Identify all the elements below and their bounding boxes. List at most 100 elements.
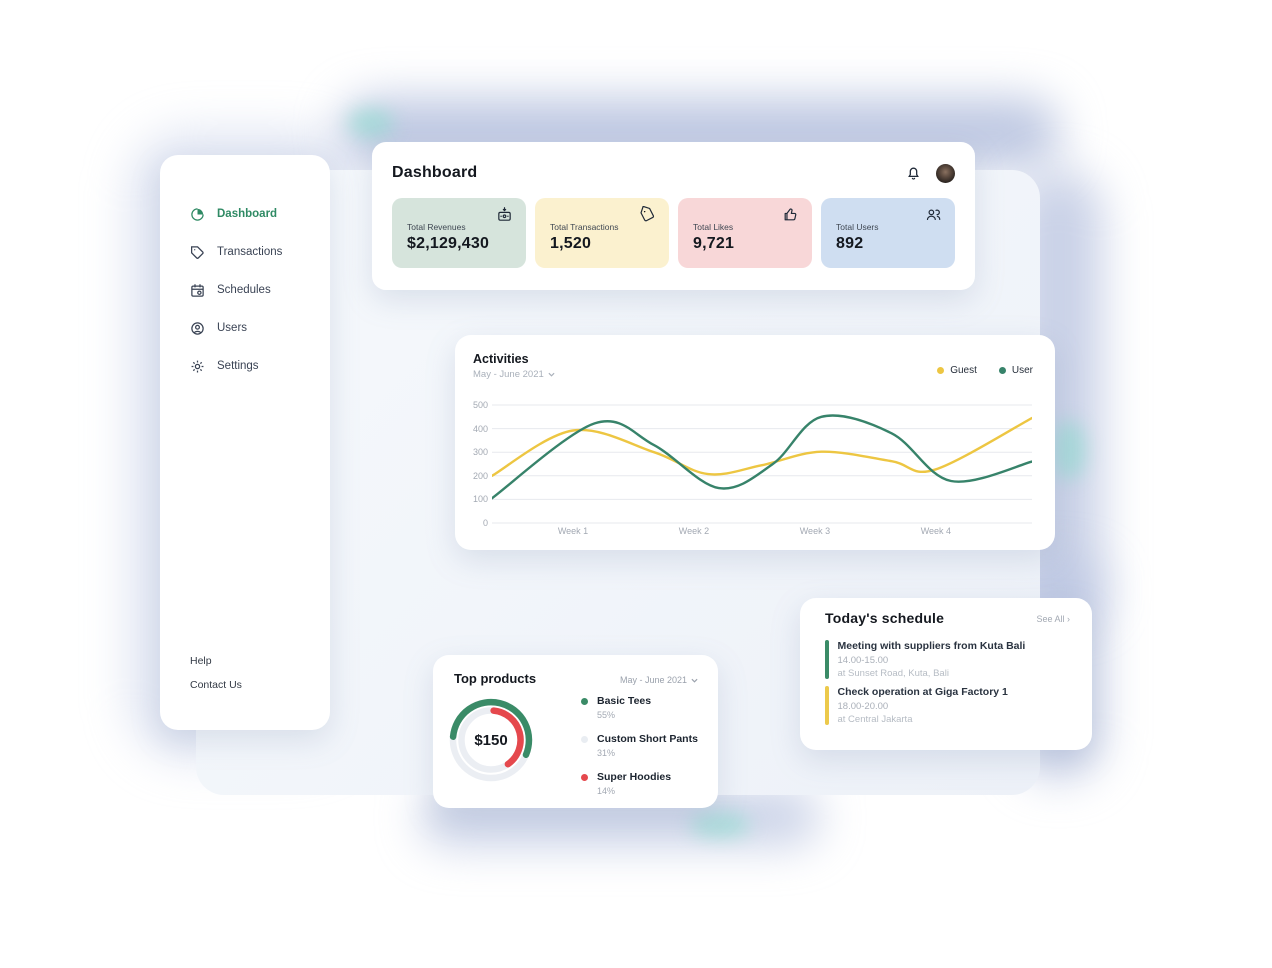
sidebar-item-transactions[interactable]: Transactions	[190, 241, 330, 263]
legend-dot	[581, 697, 588, 705]
activities-period-dropdown[interactable]: May - June 2021	[473, 369, 555, 380]
stat-value: 1,520	[550, 235, 592, 252]
product-label: Custom Short Pants	[597, 733, 698, 745]
top-products-period-label: May - June 2021	[619, 675, 687, 685]
calendar-icon	[191, 283, 204, 297]
legend-dot	[937, 367, 945, 374]
sidebar-item-users[interactable]: Users	[190, 317, 330, 339]
tag-icon	[191, 245, 204, 259]
stat-label: Total Likes	[693, 222, 734, 232]
x-tick-label: Week 3	[799, 526, 831, 536]
y-tick-label: 500	[472, 400, 488, 410]
product-label: Basic Tees	[597, 695, 652, 707]
schedule-item: Meeting with suppliers from Kuta Bali 14…	[825, 640, 1025, 679]
glow-decoration	[690, 812, 750, 838]
x-axis-labels: Week 1 Week 2 Week 3 Week 4	[492, 526, 1032, 540]
sidebar-item-label: Transactions	[217, 246, 283, 258]
donut-arc-super-hoodies	[490, 707, 524, 768]
donut-rings	[449, 698, 533, 782]
y-tick-label: 0	[482, 518, 488, 528]
todays-schedule-card: Today's schedule See All › Meeting with …	[800, 598, 1092, 750]
sidebar-link-help[interactable]: Help	[190, 655, 212, 667]
stat-label: Total Users	[836, 222, 879, 232]
schedule-item-title: Check operation at Giga Factory 1	[837, 686, 1008, 698]
legend-item-guest: Guest	[937, 365, 977, 376]
y-tick-label: 100	[472, 494, 488, 505]
pie-chart-icon	[191, 207, 204, 221]
stat-card-total-transactions: Total Transactions 1,520	[535, 198, 669, 268]
legend-dot	[581, 773, 588, 781]
sidebar-item-settings[interactable]: Settings	[190, 355, 330, 377]
chevron-down-icon	[691, 678, 698, 683]
stat-card-total-revenues: Total Revenues $2,129,430	[392, 198, 526, 268]
stat-card-total-likes: Total Likes 9,721	[678, 198, 812, 268]
glow-decoration	[1052, 420, 1086, 480]
x-tick-label: Week 4	[920, 526, 952, 536]
products-legend: Basic Tees 55% Custom Short Pants 31% Su…	[581, 695, 698, 796]
schedule-title: Today's schedule	[825, 610, 945, 626]
chevron-down-icon	[548, 372, 555, 377]
sidebar-item-dashboard[interactable]: Dashboard	[190, 203, 330, 225]
x-tick-label: Week 2	[678, 526, 710, 536]
gear-icon	[191, 360, 204, 372]
sidebar-item-label: Settings	[217, 360, 259, 372]
product-percentage: 31%	[597, 748, 616, 758]
y-tick-label: 400	[472, 423, 488, 434]
stat-value: 892	[836, 235, 864, 252]
sidebar-link-contact-us[interactable]: Contact Us	[190, 679, 242, 691]
donut-chart: $150	[443, 692, 539, 788]
page-title: Dashboard	[392, 164, 478, 181]
schedule-item: Check operation at Giga Factory 1 18.00-…	[825, 686, 1025, 725]
legend-dot	[581, 735, 588, 743]
stat-label: Total Revenues	[407, 222, 466, 232]
header-card: Dashboard Total Revenues $2,129,430	[372, 142, 975, 290]
bell-icon[interactable]	[905, 165, 922, 182]
line-series-user	[490, 414, 1034, 500]
activities-card: Activities May - June 2021 Guest User 0 1…	[455, 335, 1055, 550]
activities-title: Activities	[473, 352, 529, 366]
line-series-guest	[490, 416, 1034, 477]
schedule-item-time: 18.00-20.00	[837, 701, 889, 712]
thumbs-up-icon	[784, 208, 797, 221]
glow-decoration	[348, 108, 394, 138]
sidebar-item-label: Users	[217, 322, 248, 334]
activities-line-chart	[490, 404, 1034, 524]
top-products-period-dropdown[interactable]: May - June 2021	[620, 675, 698, 685]
legend-dot	[998, 367, 1006, 374]
product-item-custom-short-pants: Custom Short Pants 31%	[581, 733, 698, 758]
schedule-item-title: Meeting with suppliers from Kuta Bali	[837, 640, 1026, 652]
users-icon	[926, 209, 941, 221]
schedule-item-location: at Sunset Road, Kuta, Bali	[837, 668, 949, 679]
avatar[interactable]	[936, 163, 955, 183]
top-products-title: Top products	[454, 671, 537, 686]
y-tick-label: 300	[472, 447, 488, 458]
chevron-right-icon: ›	[1067, 614, 1070, 624]
stat-value: $2,129,430	[407, 235, 490, 252]
schedule-accent-bar	[825, 686, 829, 725]
activities-period-label: May - June 2021	[473, 369, 544, 380]
cash-register-icon	[498, 207, 511, 221]
sidebar-item-schedules[interactable]: Schedules	[190, 279, 330, 301]
legend-label: User	[1011, 365, 1033, 376]
stat-label: Total Transactions	[550, 222, 619, 232]
y-tick-label: 200	[472, 470, 488, 481]
stat-value: 9,721	[693, 235, 735, 252]
y-axis-labels: 0 100 200 300 400 500	[466, 400, 488, 528]
product-item-basic-tees: Basic Tees 55%	[581, 695, 698, 720]
sidebar-item-label: Schedules	[217, 284, 271, 296]
product-label: Super Hoodies	[597, 771, 672, 783]
see-all-link[interactable]: See All ›	[1036, 614, 1070, 624]
schedule-item-location: at Central Jakarta	[837, 714, 913, 725]
schedule-accent-bar	[825, 640, 829, 679]
user-circle-icon	[191, 321, 204, 335]
donut-center-value: $150	[474, 731, 508, 749]
stat-card-total-users: Total Users 892	[821, 198, 955, 268]
top-products-card: Top products May - June 2021 $150 Basic …	[433, 655, 718, 808]
product-percentage: 14%	[597, 786, 616, 796]
product-item-super-hoodies: Super Hoodies 14%	[581, 771, 698, 796]
tag-icon	[640, 206, 655, 222]
schedule-item-time: 14.00-15.00	[837, 655, 889, 666]
legend-item-user: User	[998, 365, 1033, 376]
see-all-label: See All	[1036, 614, 1065, 624]
